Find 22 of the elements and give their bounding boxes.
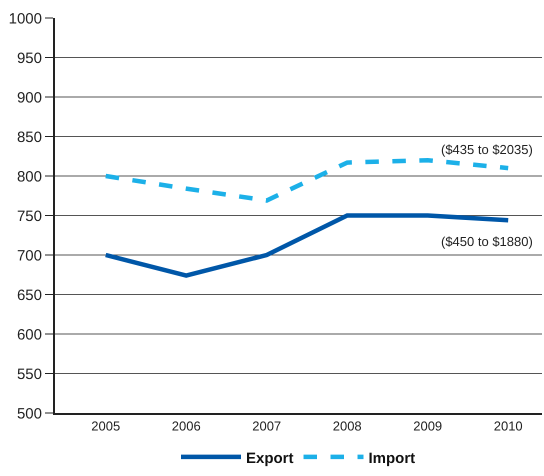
y-tick-label: 950 <box>16 50 42 67</box>
y-tick-label: 850 <box>16 128 42 146</box>
x-tick-label: 2009 <box>413 418 442 434</box>
x-tick-label: 2006 <box>172 418 201 434</box>
y-tick-label: 650 <box>16 286 42 304</box>
y-tick-label: 800 <box>16 168 42 186</box>
line-series <box>103 158 510 203</box>
x-tick-label: 2005 <box>91 418 120 434</box>
legend-label: Import <box>368 450 416 467</box>
x-tick-label: 2007 <box>252 418 282 434</box>
x-tick-label: 2008 <box>332 418 362 434</box>
legend-label: Export <box>246 450 294 467</box>
x-tick-label: 2010 <box>494 418 523 434</box>
annotation: ($435 to $2035) <box>441 142 533 157</box>
annotation: ($450 to $1880) <box>441 234 533 249</box>
y-tick-label: 1000 <box>8 10 42 28</box>
y-tick-label: 700 <box>16 247 42 264</box>
y-tick-label: 500 <box>16 405 42 422</box>
y-tick-label: 750 <box>16 208 42 225</box>
y-tick-label: 900 <box>16 89 42 106</box>
y-tick-label: 600 <box>16 326 42 344</box>
y-tick-label: 550 <box>16 366 42 383</box>
